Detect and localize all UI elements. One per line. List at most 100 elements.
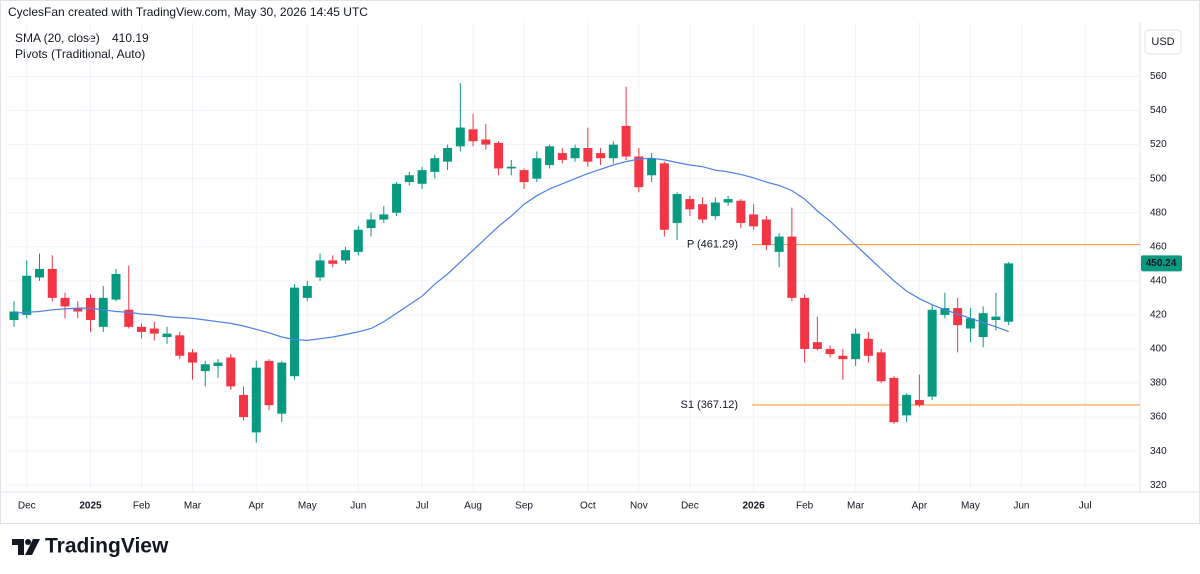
candle-body	[608, 144, 618, 159]
x-tick-label: Jun	[1013, 501, 1029, 512]
candle-body	[953, 308, 963, 326]
y-tick-label: 360	[1150, 412, 1167, 423]
candle-body	[468, 129, 478, 142]
candle-body	[634, 156, 644, 188]
candle-body	[545, 146, 555, 166]
candle-body	[366, 219, 376, 229]
candle-body	[1004, 263, 1014, 322]
chart-title: CyclesFan created with TradingView.com, …	[8, 5, 368, 19]
logo-shape	[12, 539, 24, 555]
y-tick-label: 340	[1150, 446, 1167, 457]
candle-body	[736, 200, 746, 223]
price-label-bg	[1141, 255, 1182, 272]
candle-body	[914, 400, 924, 406]
candle-body	[978, 313, 988, 338]
candle-body	[86, 297, 96, 321]
candle-body	[519, 170, 529, 183]
candle-body	[787, 236, 797, 298]
x-tick-label: Oct	[580, 501, 596, 512]
candle-body	[379, 214, 389, 220]
brand: TradingView	[45, 535, 169, 558]
candle-body	[430, 158, 440, 172]
candle-body	[596, 153, 606, 159]
sma-line	[13, 157, 1009, 342]
y-tick-label: 520	[1150, 139, 1167, 150]
x-tick-label: Dec	[681, 501, 699, 512]
y-tick-label: 540	[1150, 105, 1167, 116]
x-tick-label: 2025	[79, 501, 102, 512]
grid	[8, 22, 1140, 492]
candle-body	[149, 328, 159, 334]
x-tick-label: Jul	[1079, 501, 1092, 512]
pivot-label: P (461.29)	[687, 238, 738, 250]
y-tick-label: 420	[1150, 310, 1167, 321]
candle-body	[226, 357, 236, 387]
candle-body	[341, 250, 351, 261]
y-tick-label: 460	[1150, 241, 1167, 252]
candle-body	[392, 183, 402, 213]
candle-body	[277, 362, 287, 414]
price-label: 450.24	[1146, 258, 1177, 269]
candle-body	[672, 193, 682, 223]
candle-body	[34, 268, 44, 278]
candle-body	[302, 285, 312, 298]
candle-body	[213, 362, 223, 366]
candle-body	[47, 268, 57, 298]
candle-body	[659, 163, 669, 230]
x-tick-label: Sep	[515, 501, 533, 512]
candle-body	[749, 214, 759, 227]
candle-body	[685, 199, 695, 210]
candle-body	[851, 333, 861, 360]
y-tick-label: 440	[1150, 275, 1167, 286]
candle-body	[863, 338, 873, 356]
candle-body	[940, 308, 950, 315]
candle-body	[506, 166, 516, 169]
x-tick-label: Apr	[249, 501, 265, 512]
x-tick-label: Jun	[350, 501, 366, 512]
candle-body	[137, 326, 147, 332]
candle-body	[965, 318, 975, 329]
candle-body	[889, 377, 899, 423]
x-tick-label: Dec	[18, 501, 36, 512]
candle-body	[583, 148, 593, 162]
currency[interactable]: USD	[1151, 36, 1174, 48]
candle-body	[812, 342, 822, 349]
pivot-label: S1 (367.12)	[681, 399, 738, 411]
candle-body	[290, 287, 300, 377]
candle-body	[417, 170, 427, 184]
currency-button[interactable]	[1144, 29, 1182, 55]
logo-shape	[25, 539, 31, 545]
candle-body	[404, 175, 414, 183]
candle-body	[481, 139, 491, 145]
candle-body	[494, 142, 504, 169]
candle-body	[570, 148, 580, 159]
y-tick-label: 480	[1150, 207, 1167, 218]
x-tick-label: Aug	[464, 501, 482, 512]
legend-entry: SMA (20, close)	[15, 31, 100, 45]
x-tick-label: May	[298, 501, 317, 512]
x-tick-label: Nov	[630, 501, 648, 512]
candle-body	[647, 158, 657, 176]
candle-body	[902, 394, 912, 416]
candle-body	[98, 297, 108, 327]
candle-body	[124, 309, 134, 327]
candle-body	[22, 275, 32, 315]
x-tick-label: Jul	[416, 501, 429, 512]
x-tick-label: Mar	[847, 501, 865, 512]
candle-body	[838, 355, 848, 360]
candle-body	[443, 148, 453, 162]
candle-body	[264, 360, 274, 406]
candle-body	[353, 229, 363, 252]
y-tick-label: 400	[1150, 344, 1167, 355]
frame	[0, 0, 1200, 524]
candle-body	[927, 309, 937, 397]
candle-body	[876, 352, 886, 382]
x-tick-label: Mar	[184, 501, 202, 512]
y-tick-label: 560	[1150, 71, 1167, 82]
candle-body	[698, 204, 708, 220]
x-tick-label: May	[961, 501, 980, 512]
candle-body	[532, 158, 542, 179]
x-tick-label: Feb	[796, 501, 814, 512]
candle-body	[73, 308, 83, 312]
candle-body	[800, 297, 810, 349]
